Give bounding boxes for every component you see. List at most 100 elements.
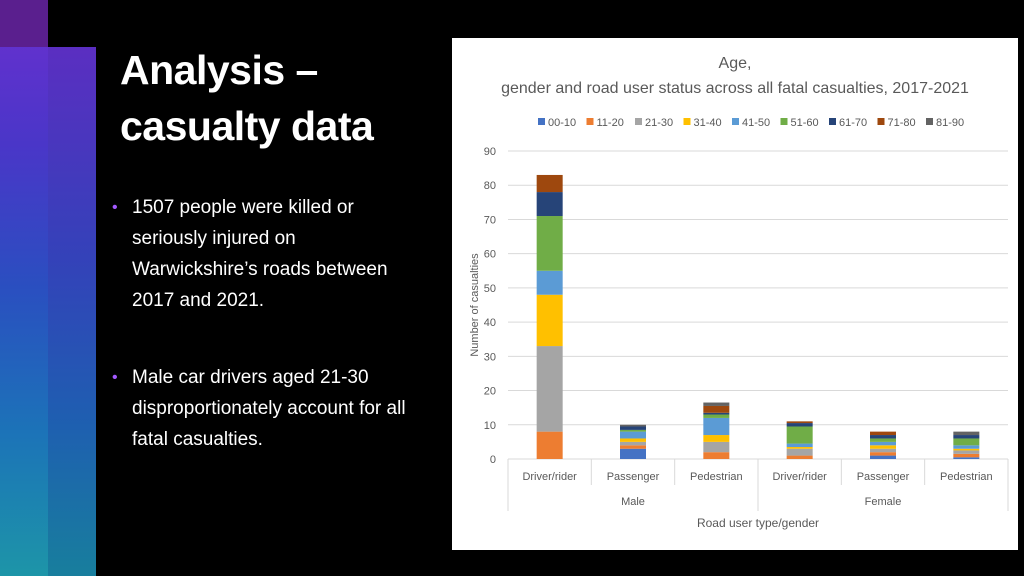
legend-label: 11-20 [597, 117, 624, 129]
legend-label: 81-90 [936, 117, 964, 129]
y-tick-label: 10 [484, 420, 496, 432]
y-tick-label: 20 [484, 386, 496, 398]
bar-segment [870, 438, 896, 442]
bar-segment [620, 431, 646, 439]
x-tick-label: Passenger [857, 471, 910, 483]
bar-segment [953, 445, 980, 449]
legend-label: 71-80 [888, 117, 916, 129]
bar-segment [703, 435, 730, 442]
bar-segment [620, 438, 646, 442]
legend-swatch [829, 118, 836, 125]
x-tick-label: Pedestrian [940, 471, 993, 483]
y-tick-label: 90 [484, 146, 496, 158]
bar-segment [953, 448, 980, 451]
bar-segment [620, 426, 646, 430]
bar-segment [620, 445, 646, 449]
bar-segment [953, 453, 980, 458]
legend-label: 61-70 [839, 117, 867, 129]
bar-segment [703, 412, 730, 415]
y-tick-label: 80 [484, 180, 496, 192]
legend-label: 00-10 [548, 117, 576, 129]
group-label: Male [621, 496, 645, 508]
bullet-dot-icon: • [112, 369, 118, 386]
legend-label: 41-50 [742, 117, 770, 129]
y-tick-label: 70 [484, 214, 496, 226]
y-axis-label: Number of casualties [469, 253, 481, 357]
bar-segment [703, 417, 730, 436]
bar-segment [953, 431, 980, 436]
legend-swatch [926, 118, 933, 125]
x-tick-label: Pedestrian [690, 471, 743, 483]
bar-segment [536, 346, 563, 432]
bar-segment [620, 424, 646, 427]
legend-swatch [780, 118, 788, 125]
legend-swatch [683, 118, 691, 125]
y-tick-label: 0 [490, 454, 496, 466]
bar-segment [870, 452, 896, 456]
bar-segment [953, 450, 980, 454]
bar-segment [786, 447, 813, 449]
bar-segment [536, 294, 563, 347]
bar-segment [786, 421, 813, 424]
bar-segment [786, 423, 813, 427]
bar-segment [536, 431, 563, 459]
x-axis-label: Road user type/gender [697, 516, 819, 530]
bar-segment [703, 414, 730, 418]
bar-segment [870, 441, 896, 446]
bar-segment [620, 448, 646, 459]
legend-swatch [877, 118, 885, 125]
legend-label: 51-60 [791, 117, 819, 129]
bar-segment [703, 441, 730, 453]
bar-segment [953, 438, 980, 446]
bar-segment [703, 405, 730, 413]
legend-swatch [732, 118, 739, 125]
bar-segment [536, 216, 563, 271]
bar-segment [953, 457, 980, 459]
y-tick-label: 40 [484, 317, 496, 329]
bar-segment [620, 441, 646, 446]
bar-segment [620, 429, 646, 432]
legend-label: 21-30 [645, 117, 673, 129]
chart-title-line-2: gender and road user status across all f… [501, 80, 969, 97]
bullet-item: • Male car drivers aged 21-30 disproporti… [112, 362, 412, 455]
bar-segment [870, 448, 896, 453]
bar-segment [870, 455, 896, 459]
y-tick-label: 30 [484, 351, 496, 363]
slide-title-line-1: Analysis – [120, 47, 318, 93]
bullet-text: 1507 people were killed or seriously inj… [132, 197, 388, 311]
bar-segment [536, 192, 563, 217]
bullet-list: • 1507 people were killed or seriously in… [112, 192, 412, 455]
decorative-corner-block [0, 0, 48, 47]
decorative-inner-strip [48, 47, 96, 576]
bar-segment [786, 455, 813, 459]
bar-segment [870, 445, 896, 449]
bullet-dot-icon: • [112, 199, 118, 216]
legend-swatch [586, 118, 594, 125]
decorative-notch [48, 0, 96, 47]
legend-swatch [538, 118, 545, 125]
chart-title-line-1: Age, [719, 55, 752, 72]
bar-segment [786, 443, 813, 448]
bullet-item: • 1507 people were killed or seriously in… [112, 192, 412, 316]
bar-segment [536, 270, 563, 295]
bar-segment [703, 402, 730, 406]
bar-segment [786, 448, 813, 456]
y-tick-label: 60 [484, 249, 496, 261]
x-tick-label: Driver/rider [522, 471, 577, 483]
x-tick-label: Passenger [607, 471, 660, 483]
bar-segment [870, 431, 896, 436]
chart-panel: Age, gender and road user status across a… [452, 38, 1018, 550]
bar-segment [953, 435, 980, 439]
bar-segment [786, 426, 813, 444]
bar-segment [536, 174, 563, 193]
y-tick-label: 50 [484, 283, 496, 295]
legend-label: 31-40 [694, 117, 722, 129]
bullet-text: Male car drivers aged 21-30 disproportio… [132, 367, 406, 450]
slide-title: Analysis – casualty data [120, 42, 440, 154]
stacked-bar-chart: Age, gender and road user status across a… [469, 55, 1009, 530]
group-label: Female [865, 496, 902, 508]
x-tick-label: Driver/rider [772, 471, 827, 483]
slide-title-line-2: casualty data [120, 103, 374, 149]
bar-segment [703, 452, 730, 459]
bar-segment [870, 435, 896, 439]
